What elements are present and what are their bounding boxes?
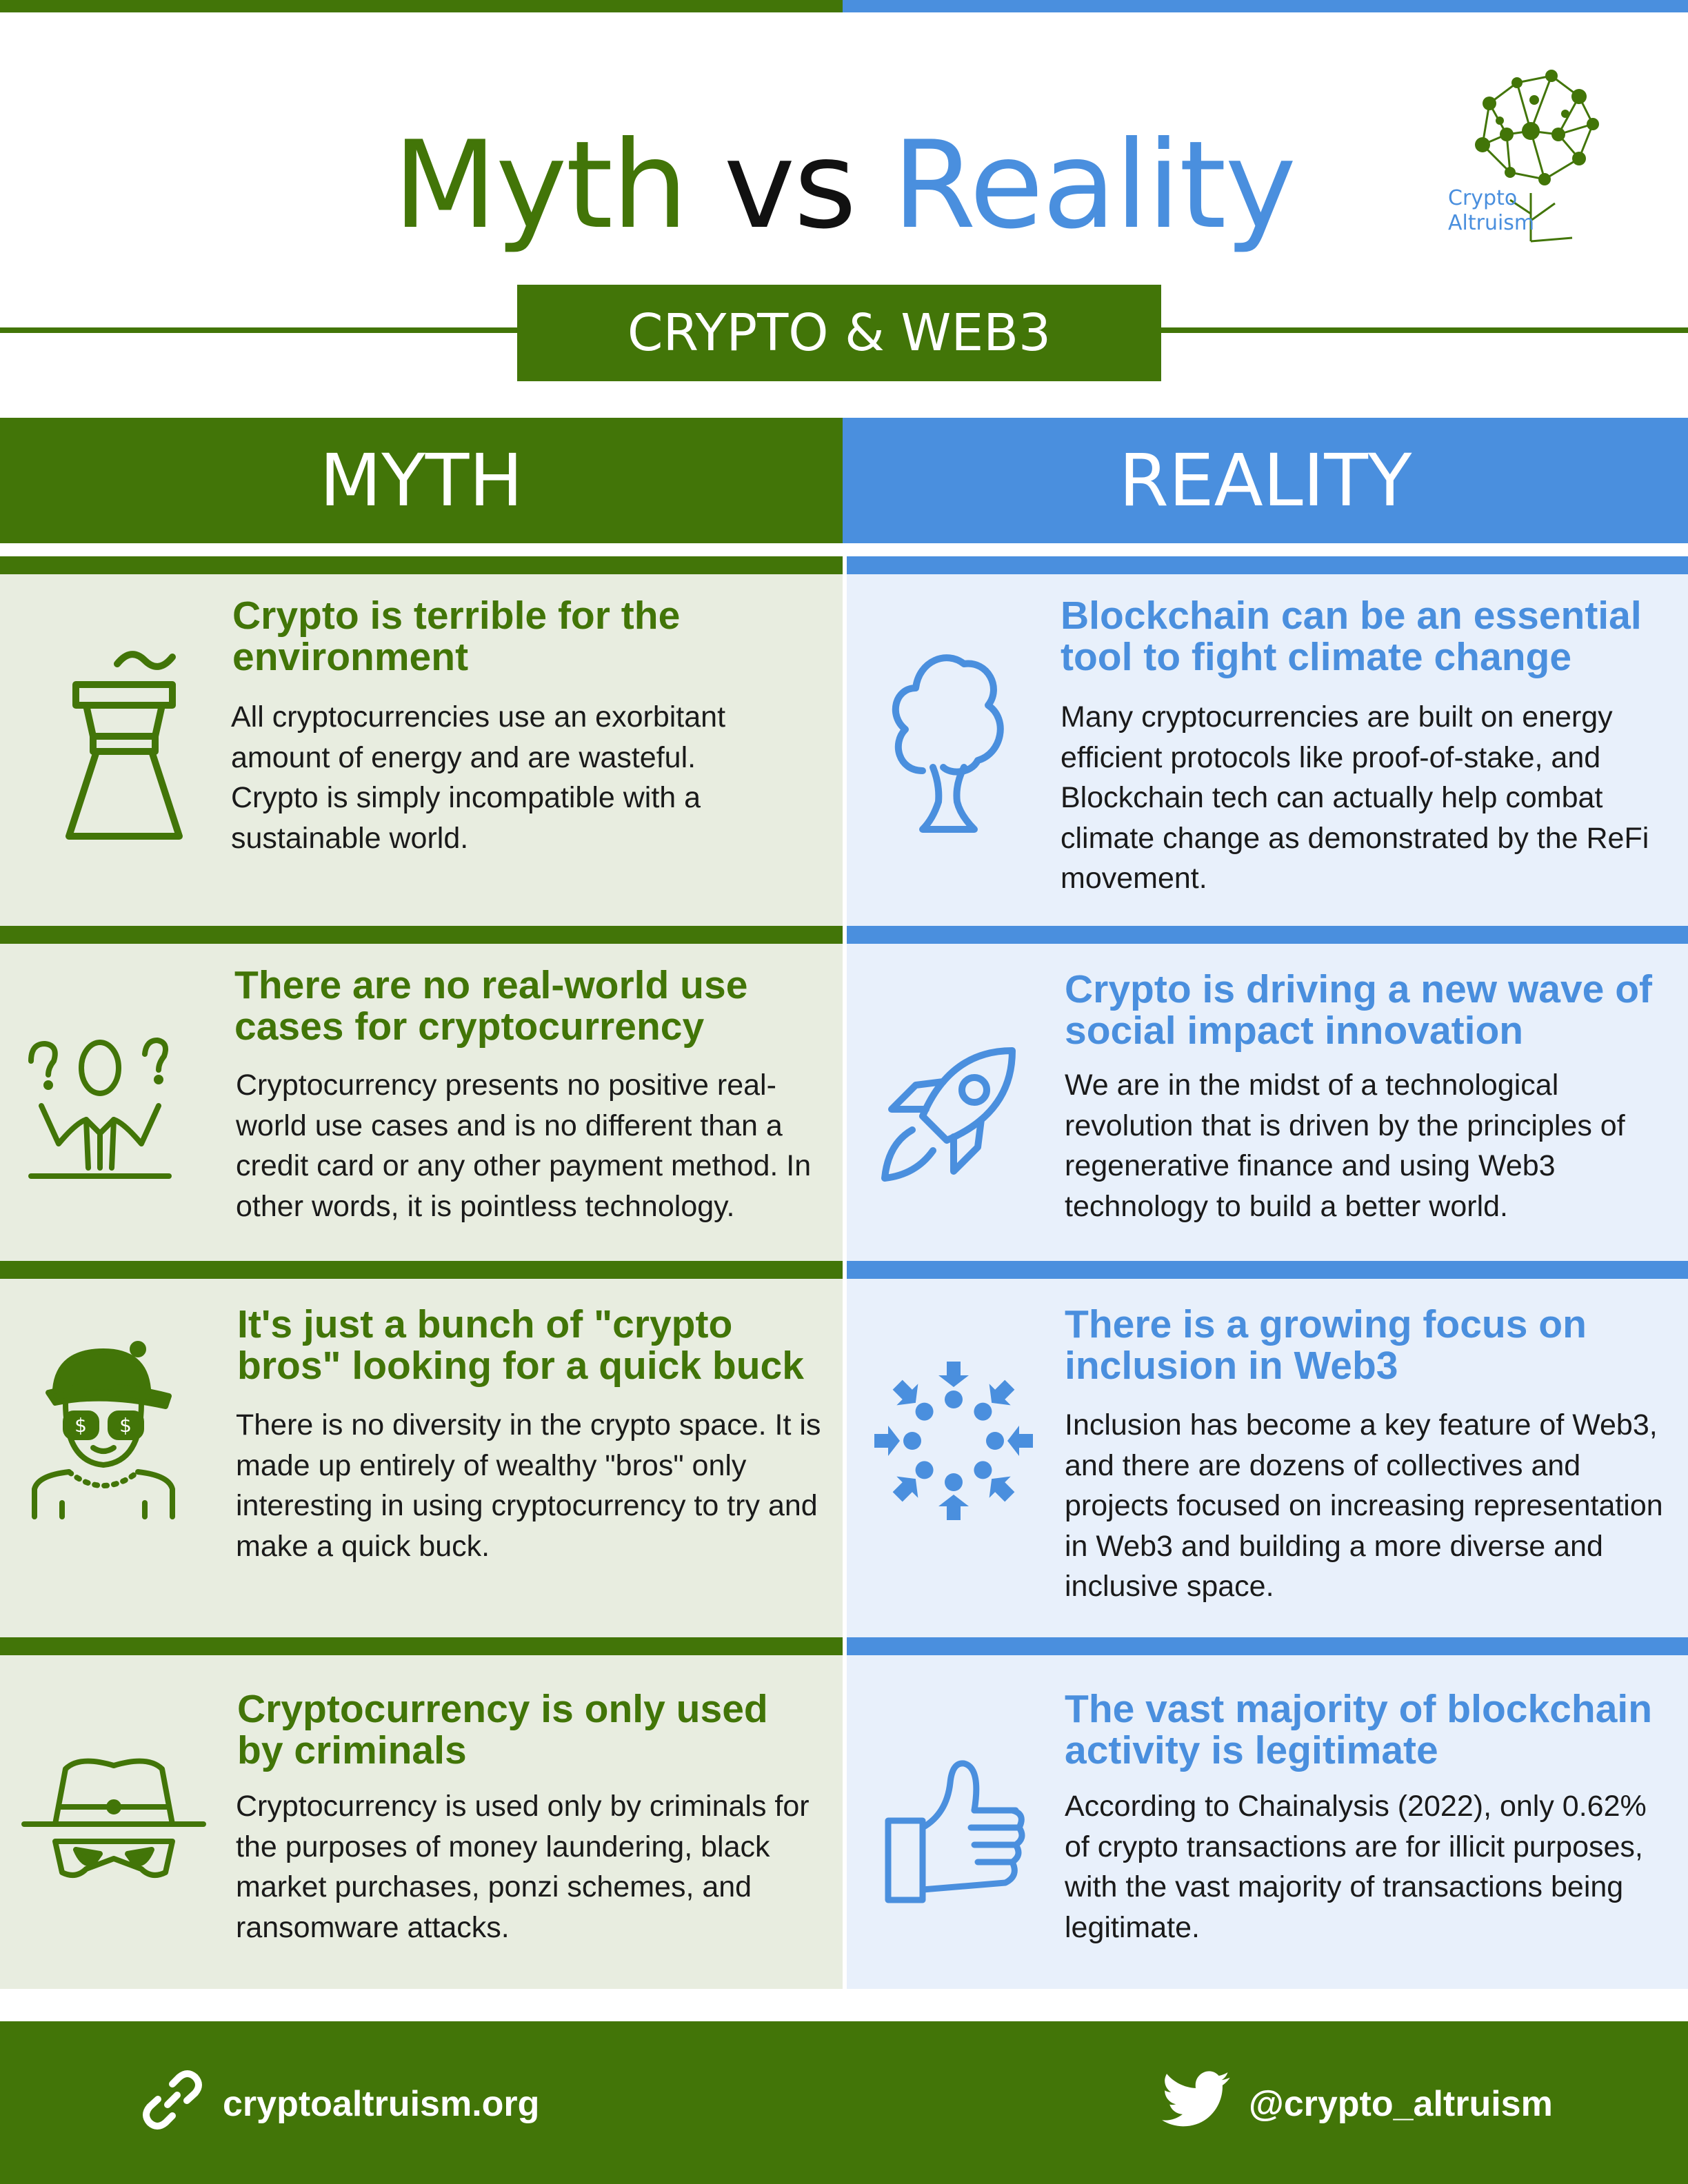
title-reality: Reality <box>892 116 1296 256</box>
row-divider-reality <box>847 556 1688 574</box>
row-divider-myth <box>0 1637 843 1655</box>
reality-body: Many cryptocurrencies are built on energ… <box>1061 700 1649 895</box>
row-divider-myth <box>0 556 843 574</box>
subtitle: CRYPTO & WEB3 <box>627 303 1052 363</box>
myth-card: Crypto is terrible for the environment A… <box>0 574 843 926</box>
reality-body: According to Chainalysis (2022), only 0.… <box>1065 1790 1647 1944</box>
inclusion-circle-icon <box>874 1362 1033 1520</box>
twitter-link[interactable]: @crypto_altruism <box>1162 2063 1553 2145</box>
myth-card: $ $ It's just a bunch of "crypto bros" l… <box>0 1279 843 1637</box>
row-divider-myth <box>0 926 843 944</box>
crypto-bro-icon: $ $ <box>28 1341 193 1520</box>
myth-column-header: MYTH <box>0 418 843 543</box>
row-divider-reality <box>847 1637 1688 1655</box>
myth-body: All cryptocurrencies use an exorbitant a… <box>231 700 726 855</box>
myth-heading: It's just a bunch of "crypto bros" looki… <box>237 1302 804 1388</box>
top-bar-blue <box>843 0 1688 12</box>
reality-header-label: REALITY <box>1118 438 1412 523</box>
power-plant-icon <box>55 643 193 843</box>
myth-heading: Crypto is terrible for the environment <box>232 594 681 679</box>
logo-line-1: Crypto <box>1448 186 1518 210</box>
network-tree-icon <box>1475 70 1599 243</box>
criminal-mask-icon <box>21 1745 207 1897</box>
reality-card: Blockchain can be an essential tool to f… <box>847 574 1688 926</box>
twitter-bird-icon <box>1162 2069 1231 2140</box>
myth-body: There is no diversity in the crypto spac… <box>236 1408 821 1563</box>
page-title: Myth vs Reality <box>0 117 1688 255</box>
reality-heading: There is a growing focus on inclusion in… <box>1065 1302 1587 1388</box>
row-divider-reality <box>847 1261 1688 1279</box>
website-text[interactable]: cryptoaltruism.org <box>223 2084 540 2124</box>
thumbs-up-icon <box>885 1755 1029 1907</box>
myth-heading: Cryptocurrency is only used by criminals <box>237 1687 768 1772</box>
title-myth: Myth <box>392 116 688 256</box>
myth-body: Cryptocurrency presents no positive real… <box>236 1069 812 1223</box>
subtitle-rule-left <box>0 327 524 333</box>
reality-heading: The vast majority of blockchain activity… <box>1065 1687 1653 1772</box>
myth-body: Cryptocurrency is used only by criminals… <box>236 1790 810 1944</box>
top-bar-green <box>0 0 843 12</box>
tree-icon <box>885 640 1009 840</box>
title-vs: vs <box>723 116 857 256</box>
link-icon <box>141 2069 203 2140</box>
svg-text:$: $ <box>74 1414 87 1437</box>
reality-heading: Crypto is driving a new wave of social i… <box>1065 967 1653 1053</box>
subtitle-box: CRYPTO & WEB3 <box>517 285 1161 381</box>
footer: cryptoaltruism.org @crypto_altruism <box>0 2021 1688 2184</box>
myth-heading: There are no real-world use cases for cr… <box>234 963 748 1049</box>
website-link[interactable]: cryptoaltruism.org <box>141 2063 539 2145</box>
svg-text:$: $ <box>119 1414 132 1437</box>
row-divider-myth <box>0 1261 843 1279</box>
reality-body: Inclusion has become a key feature of We… <box>1065 1408 1663 1603</box>
row-divider-reality <box>847 926 1688 944</box>
crypto-altruism-logo: Crypto Altruism <box>1441 55 1620 248</box>
subtitle-rule-right <box>1154 327 1688 333</box>
confused-person-icon <box>28 1030 172 1195</box>
twitter-handle[interactable]: @crypto_altruism <box>1249 2084 1553 2124</box>
reality-body: We are in the midst of a technological r… <box>1065 1069 1625 1223</box>
myth-header-label: MYTH <box>319 438 523 523</box>
reality-heading: Blockchain can be an essential tool to f… <box>1061 594 1642 679</box>
logo-line-2: Altruism <box>1448 211 1535 235</box>
logo-text: Crypto Altruism <box>1448 186 1534 236</box>
reality-card: Crypto is driving a new wave of social i… <box>847 944 1688 1261</box>
rocket-icon <box>874 1040 1026 1192</box>
reality-card: The vast majority of blockchain activity… <box>847 1655 1688 1989</box>
myth-card: There are no real-world use cases for cr… <box>0 944 843 1261</box>
reality-column-header: REALITY <box>843 418 1688 543</box>
myth-card: Cryptocurrency is only used by criminals… <box>0 1655 843 1989</box>
reality-card: There is a growing focus on inclusion in… <box>847 1279 1688 1637</box>
